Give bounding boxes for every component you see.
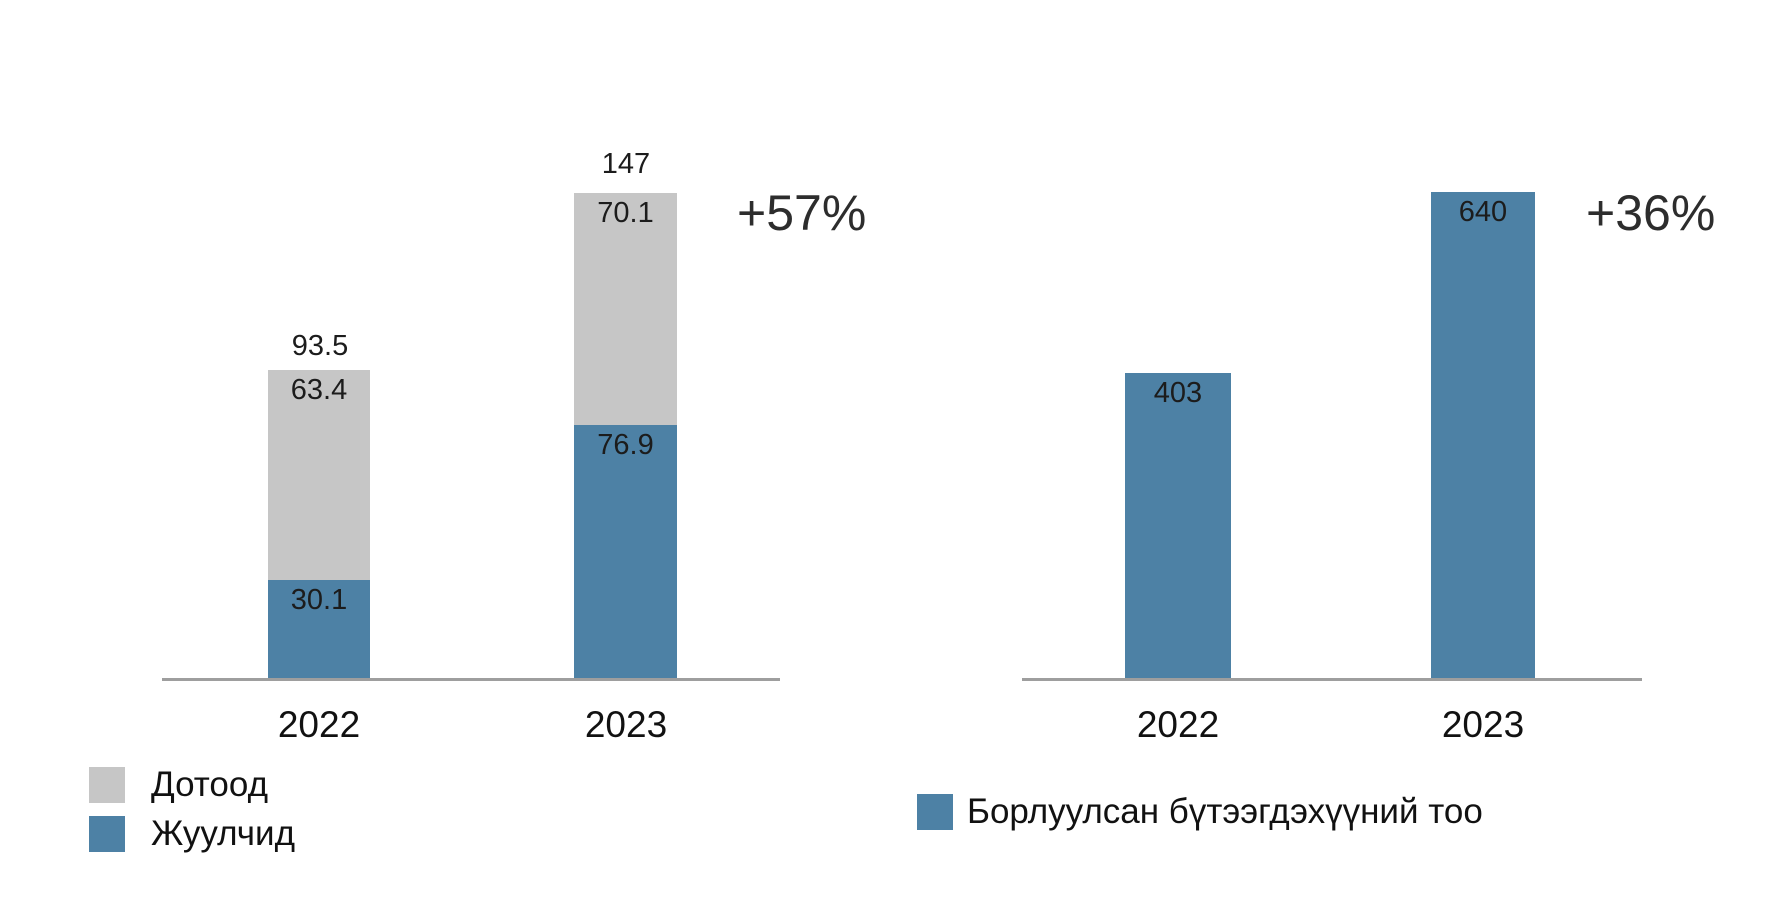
segment-value-label: 63.4 — [290, 374, 348, 407]
bar-segment-domestic-2022: 63.4 — [268, 370, 370, 581]
bar-segment-tourists-2022: 30.1 — [268, 580, 370, 680]
legend-swatch-gray-icon — [89, 767, 125, 804]
legend-swatch-blue-icon — [917, 794, 953, 831]
bar-segment-products-2023: 640 — [1431, 192, 1535, 680]
bar-products-2022: 403 — [1125, 372, 1231, 680]
segment-value-label: 403 — [1153, 376, 1203, 409]
total-label-2022: 93.5 — [291, 330, 349, 362]
bar-segment-products-2022: 403 — [1125, 372, 1231, 680]
legend-swatch-blue-icon — [89, 815, 125, 852]
legend-item-products-sold: Борлуулсан бүтээгдэхүүний тоо — [917, 792, 1483, 832]
segment-value-label: 70.1 — [597, 196, 654, 229]
legend-item-domestic: Дотоод — [89, 765, 295, 805]
x-axis-right — [1022, 678, 1642, 681]
x-tick-right-2023: 2023 — [1441, 704, 1525, 745]
stacked-bar-2022: 63.4 30.1 — [268, 370, 370, 680]
legend-label: Жуулчид — [151, 813, 296, 853]
growth-annotation-left: +57% — [737, 185, 867, 241]
x-tick-left-2022: 2022 — [277, 704, 361, 745]
bar-segment-domestic-2023: 70.1 — [574, 192, 677, 426]
stacked-bar-2023: 70.1 76.9 — [574, 192, 677, 680]
total-label-2023: 147 — [601, 148, 651, 180]
segment-value-label: 640 — [1458, 196, 1508, 228]
segment-value-label: 30.1 — [290, 584, 348, 617]
segment-value-label: 76.9 — [597, 429, 654, 462]
legend-label: Дотоод — [151, 765, 269, 804]
bar-products-2023: 640 — [1431, 192, 1535, 680]
legend-right: Борлуулсан бүтээгдэхүүний тоо — [917, 792, 1483, 832]
x-tick-left-2023: 2023 — [584, 704, 668, 745]
bar-segment-tourists-2023: 76.9 — [574, 425, 677, 680]
legend-item-tourists: Жуулчид — [89, 813, 296, 854]
legend-left: Дотоод Жуулчид — [89, 765, 296, 854]
legend-label: Борлуулсан бүтээгдэхүүний тоо — [967, 792, 1483, 831]
growth-annotation-right: +36% — [1586, 185, 1716, 241]
x-tick-right-2022: 2022 — [1136, 704, 1220, 745]
x-axis-left — [162, 678, 780, 681]
